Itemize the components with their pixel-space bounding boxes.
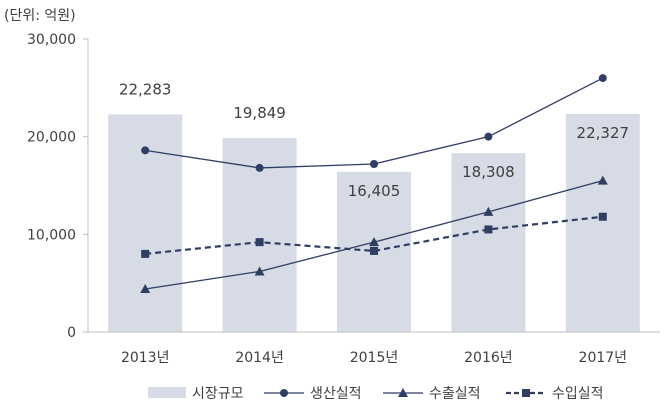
legend: 시장규모 생산실적 수출실적 수입실적 <box>148 386 604 402</box>
bar <box>565 113 640 332</box>
bar-data-label: 16,405 <box>348 182 401 200</box>
line-point <box>522 389 530 397</box>
line-point <box>398 388 408 397</box>
x-tick-label: 2016년 <box>464 350 513 366</box>
x-tick-label: 2017년 <box>579 350 628 366</box>
bar-series <box>108 113 640 332</box>
bar-data-label: 22,283 <box>119 80 172 98</box>
line-point <box>370 160 378 169</box>
bar-data-labels: 22,283 19,849 16,405 18,308 22,327 <box>119 80 629 199</box>
legend-item: 시장규모 <box>148 386 244 402</box>
bar-data-label: 22,327 <box>577 124 630 142</box>
line-point <box>598 212 607 221</box>
legend-item: 생산실적 <box>264 386 362 402</box>
bar-data-label: 19,849 <box>233 104 286 122</box>
series-line <box>145 77 604 169</box>
unit-label: (단위: 억원) <box>4 8 76 24</box>
line-series <box>140 74 608 294</box>
legend-label: 수입실적 <box>552 386 604 402</box>
line-point <box>141 249 150 258</box>
bar-data-label: 18,308 <box>462 163 515 181</box>
legend-swatch <box>148 387 186 398</box>
y-tick-label: 20,000 <box>27 130 76 146</box>
line-point <box>484 225 493 234</box>
legend-item: 수출실적 <box>383 386 481 402</box>
line-series-triangle <box>140 175 608 294</box>
y-tick-label: 10,000 <box>27 227 76 243</box>
line-point <box>597 175 608 185</box>
y-tick-label: 0 <box>67 325 76 341</box>
line-point <box>280 389 288 397</box>
line-point <box>141 146 150 155</box>
legend-label: 시장규모 <box>192 386 244 402</box>
line-point <box>255 238 264 247</box>
x-tick-label: 2013년 <box>121 350 170 366</box>
bar <box>451 153 526 332</box>
line-series-circle <box>141 74 607 172</box>
series-line <box>145 215 603 255</box>
line-point <box>598 74 607 83</box>
y-tick-label: 30,000 <box>27 32 76 48</box>
line-point <box>484 132 493 141</box>
y-axis: 0 10,000 20,000 30,000 <box>27 32 88 341</box>
line-point <box>254 266 265 276</box>
line-point <box>140 284 151 294</box>
x-axis: 2013년 2014년 2015년 2016년 2017년 <box>121 350 627 366</box>
line-series-square <box>141 212 607 258</box>
line-point <box>370 246 378 255</box>
legend-label: 생산실적 <box>310 386 362 402</box>
line-point <box>255 163 264 172</box>
x-tick-label: 2014년 <box>235 350 284 366</box>
x-tick-label: 2015년 <box>350 350 399 366</box>
legend-item: 수입실적 <box>506 386 604 402</box>
legend-label: 수출실적 <box>429 386 481 402</box>
line-point <box>483 206 494 216</box>
line-point <box>369 237 379 247</box>
